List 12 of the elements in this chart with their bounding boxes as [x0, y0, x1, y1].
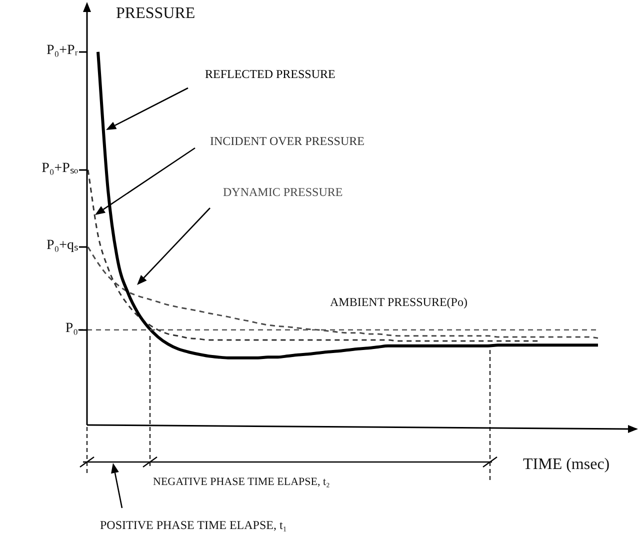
- ref-line-label: AMBIENT PRESSURE(Po): [330, 294, 468, 309]
- annotation: P₀: [65, 321, 78, 336]
- y-axis-title: PRESSURE: [116, 5, 196, 22]
- text: DYNAMIC PRESSURE: [223, 185, 343, 199]
- text: NEGATIVE PHASE TIME ELAPSE, t₂: [153, 476, 330, 488]
- text: POSITIVE PHASE TIME ELAPSE, t₁: [100, 518, 287, 532]
- annotation: P₀+qₛ: [46, 238, 78, 253]
- text: INCIDENT OVER PRESSURE: [210, 134, 364, 148]
- annotation: P₀+Pᵣ: [46, 43, 78, 58]
- text: REFLECTED PRESSURE: [205, 67, 336, 81]
- x-axis-title: TIME (msec): [523, 456, 610, 473]
- annotation: P₀+Pₛₒ: [42, 161, 78, 176]
